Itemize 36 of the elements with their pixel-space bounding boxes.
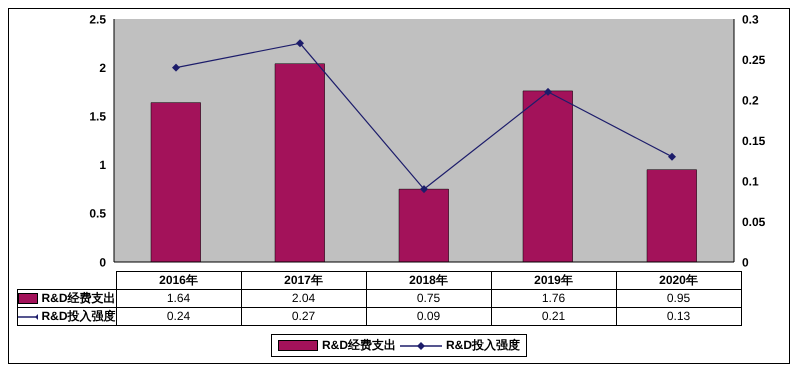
data-label: 1.76 [491,290,616,308]
x-tick-label: 2018年 [366,272,491,290]
data-label: 0.09 [366,308,491,326]
x-tick-label: 2016年 [116,272,241,290]
data-label: 0.75 [366,290,491,308]
point [668,152,676,161]
y2-tick-label: 0.3 [742,12,760,26]
y2-tick-label: 0.05 [742,214,766,229]
point [544,88,552,96]
data-label: 0.21 [491,308,616,326]
x-tick-label: 2020年 [616,272,741,290]
y-tick-label: 1 [99,158,106,172]
y-tick-label: 2 [99,60,106,75]
x-tick-label: 2017年 [241,272,366,290]
point [420,185,428,194]
y2-tick-label: 0.25 [742,52,766,67]
y-tick-label: 0.5 [89,206,106,221]
data-label: 1.64 [116,290,241,308]
data-label: 0.27 [241,308,366,326]
y-tick-label: 0 [99,255,106,270]
y2-tick-label: 0.15 [742,134,766,148]
y2-tick-label: 0 [742,255,749,270]
point [296,39,304,48]
point [172,64,180,72]
data-label: 2.04 [241,290,366,308]
text: R&D经费支出 [322,338,396,352]
y-tick-label: 2.5 [89,12,106,26]
data-label: 0.95 [616,290,741,308]
y2-tick-label: 0.2 [742,93,760,108]
x-tick-label: 2019年 [491,272,616,290]
y2-tick-label: 0.1 [742,174,760,188]
y-tick-label: 1.5 [89,109,106,124]
data-label: 0.24 [116,308,241,326]
legend-label: R&D经费支出 [18,291,116,306]
data-label: 0.13 [616,308,741,326]
text: R&D投入强度 [446,338,520,352]
